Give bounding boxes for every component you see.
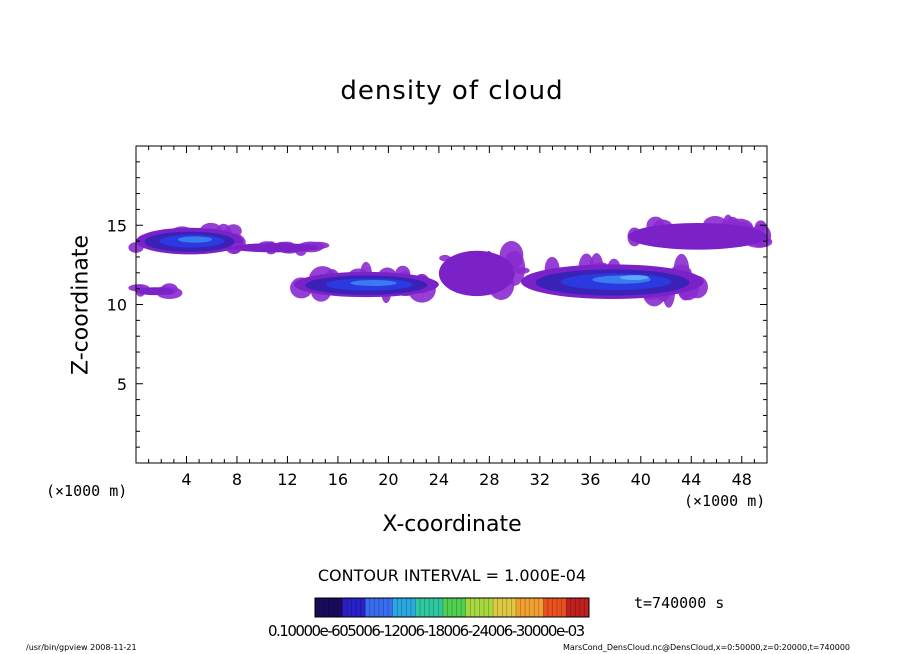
colorbar-segment xyxy=(566,598,572,617)
colorbar-segment xyxy=(538,598,544,617)
colorbar-frame xyxy=(314,597,590,618)
time-label: t=740000 s xyxy=(634,594,725,612)
colorbar-segment xyxy=(397,598,403,617)
footer-program-date: /usr/bin/gpview 2008-11-21 xyxy=(26,643,137,652)
x-axis-label: X-coordinate xyxy=(382,512,522,537)
colorbar-segment xyxy=(488,598,494,617)
colorbar-segment xyxy=(552,598,558,617)
colorbar-segment xyxy=(337,598,343,617)
colorbar-segment xyxy=(525,598,530,617)
colorbar-segment xyxy=(415,598,421,617)
cloud-cell xyxy=(230,243,319,253)
colorbar-segment xyxy=(319,598,325,617)
colorbar-segment xyxy=(442,598,448,617)
colorbar-segment xyxy=(557,598,562,617)
colorbar-tick-labels: 0.10000e-605006-12006-18006-24006-30000e… xyxy=(268,622,585,640)
cloud-cell xyxy=(177,236,213,243)
colorbar-segment xyxy=(401,598,407,617)
x-tick-label: 32 xyxy=(530,470,550,489)
colorbar-segment xyxy=(534,598,540,617)
colorbar-segment xyxy=(479,598,485,617)
colorbar-segment xyxy=(520,598,526,617)
x-unit-label-right: (×1000 m) xyxy=(684,492,766,510)
colorbar-segment xyxy=(438,598,444,617)
colorbar-segment xyxy=(584,598,590,617)
colorbar-segment xyxy=(378,598,384,617)
colorbar-segment xyxy=(369,598,375,617)
colorbar-segment xyxy=(511,598,517,617)
colorbar-segment xyxy=(506,598,512,617)
colorbar-segment xyxy=(406,598,412,617)
cloud-cell xyxy=(619,275,650,281)
colorbar-segment xyxy=(424,598,430,617)
x-unit-label-left: (×1000 m) xyxy=(46,482,128,500)
colorbar-segment xyxy=(429,598,435,617)
colorbar-segment xyxy=(529,598,535,617)
y-tick-label: 10 xyxy=(107,296,127,315)
colorbar-segment xyxy=(315,598,320,617)
colorbar-segment xyxy=(365,598,371,617)
colorbar-segment xyxy=(351,598,357,617)
colorbar-segment xyxy=(474,598,480,617)
colorbar-segment xyxy=(324,598,329,617)
y-tick-label: 15 xyxy=(107,216,127,235)
x-tick-label: 28 xyxy=(479,470,499,489)
x-tick-label: 48 xyxy=(732,470,752,489)
colorbar-segment xyxy=(452,598,457,617)
contour-interval-label: CONTOUR INTERVAL = 1.000E-04 xyxy=(317,566,587,585)
colorbar-segment xyxy=(561,598,567,617)
colorbar-segment xyxy=(392,598,398,617)
colorbar-segment xyxy=(342,598,348,617)
x-tick-label: 24 xyxy=(429,470,449,489)
colorbar-segment xyxy=(383,598,389,617)
colorbar-segment xyxy=(547,598,553,617)
colorbar-segment xyxy=(570,598,576,617)
colorbar-segment xyxy=(579,598,585,617)
colorbar xyxy=(314,597,590,618)
colorbar-segment xyxy=(356,598,361,617)
y-axis-label: Z-coordinate xyxy=(68,235,94,375)
colorbar-segment xyxy=(360,598,366,617)
x-tick-label: 4 xyxy=(181,470,191,489)
colorbar-segment xyxy=(433,598,439,617)
colorbar-segment xyxy=(497,598,503,617)
chart-title: density of cloud xyxy=(340,76,564,106)
x-tick-label: 16 xyxy=(328,470,348,489)
colorbar-segment xyxy=(461,598,466,617)
colorbar-segment xyxy=(374,598,380,617)
colorbar-segment xyxy=(502,598,508,617)
colorbar-segment xyxy=(333,598,339,617)
colorbar-segment xyxy=(543,598,549,617)
colorbar-segment xyxy=(465,598,471,617)
cloud-cell xyxy=(136,287,174,296)
x-tick-label: 44 xyxy=(681,470,701,489)
colorbar-segment xyxy=(470,598,476,617)
cloud-density-field xyxy=(128,214,773,308)
colorbar-segment xyxy=(420,598,425,617)
x-tick-label: 8 xyxy=(232,470,242,489)
colorbar-segment xyxy=(410,598,416,617)
cloud-cell xyxy=(438,250,515,297)
footer-source: MarsCond_DensCloud.nc@DensCloud,x=0:5000… xyxy=(562,643,850,652)
colorbar-segment xyxy=(447,598,453,617)
y-tick-label: 5 xyxy=(117,375,127,394)
x-tick-label: 40 xyxy=(631,470,651,489)
cloud-cell xyxy=(512,267,530,274)
colorbar-segment xyxy=(493,598,498,617)
colorbar-segment xyxy=(346,598,352,617)
cloud-cell xyxy=(350,280,397,287)
colorbar-segment xyxy=(328,598,334,617)
x-tick-label: 36 xyxy=(580,470,600,489)
colorbar-segment xyxy=(388,598,393,617)
x-tick-label: 12 xyxy=(277,470,297,489)
colorbar-segment xyxy=(456,598,462,617)
colorbar-segment xyxy=(483,598,489,617)
colorbar-segment xyxy=(515,598,521,617)
cloud-cell xyxy=(628,223,768,250)
cloud-cell xyxy=(755,220,767,233)
colorbar-segment xyxy=(575,598,581,617)
x-tick-label: 20 xyxy=(378,470,398,489)
